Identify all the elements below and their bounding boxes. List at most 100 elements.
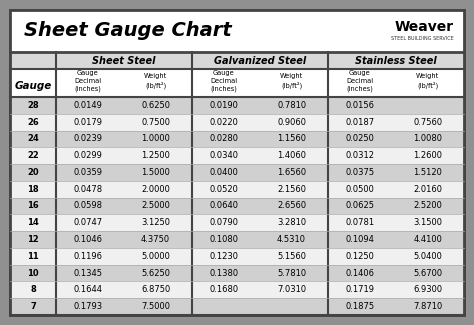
Text: Weight
(lb/ft²): Weight (lb/ft²) xyxy=(416,73,439,89)
Text: 0.0359: 0.0359 xyxy=(73,168,102,177)
Text: 1.0080: 1.0080 xyxy=(413,135,442,143)
Text: 26: 26 xyxy=(27,118,39,127)
Text: 0.1793: 0.1793 xyxy=(73,302,102,311)
Text: 1.2600: 1.2600 xyxy=(413,151,442,160)
Text: 3.1500: 3.1500 xyxy=(413,218,442,227)
Text: 0.7560: 0.7560 xyxy=(413,118,442,127)
Bar xyxy=(10,231,464,248)
Text: 20: 20 xyxy=(27,168,39,177)
Text: Stainless Steel: Stainless Steel xyxy=(355,56,437,66)
Text: 11: 11 xyxy=(27,252,39,261)
Text: 0.1196: 0.1196 xyxy=(73,252,102,261)
Bar xyxy=(328,52,464,69)
Text: 18: 18 xyxy=(27,185,39,194)
Text: Weaver: Weaver xyxy=(395,20,454,34)
Bar xyxy=(10,198,464,214)
Text: 7.8710: 7.8710 xyxy=(413,302,442,311)
Text: 7.0310: 7.0310 xyxy=(277,285,306,294)
Text: 0.1719: 0.1719 xyxy=(345,285,374,294)
Text: 0.6250: 0.6250 xyxy=(141,101,170,110)
Text: 0.0312: 0.0312 xyxy=(345,151,374,160)
Text: 0.0187: 0.0187 xyxy=(345,118,374,127)
Text: 0.0156: 0.0156 xyxy=(345,101,374,110)
Text: 0.1080: 0.1080 xyxy=(209,235,238,244)
Text: STEEL BUILDING SERVICE: STEEL BUILDING SERVICE xyxy=(391,35,454,41)
Bar xyxy=(56,52,192,69)
Text: Gauge
Decimal
(inches): Gauge Decimal (inches) xyxy=(346,70,373,92)
Text: 1.5000: 1.5000 xyxy=(141,168,170,177)
Text: Sheet Steel: Sheet Steel xyxy=(92,56,156,66)
Text: 7: 7 xyxy=(30,302,36,311)
Text: 0.0520: 0.0520 xyxy=(209,185,238,194)
Text: Weight
(lb/ft²): Weight (lb/ft²) xyxy=(280,73,303,89)
Text: 0.0478: 0.0478 xyxy=(73,185,102,194)
Text: 10: 10 xyxy=(27,268,39,278)
Text: 0.0220: 0.0220 xyxy=(209,118,238,127)
Text: 0.9060: 0.9060 xyxy=(277,118,306,127)
Text: 0.0179: 0.0179 xyxy=(73,118,102,127)
Bar xyxy=(10,248,464,265)
Text: Gauge: Gauge xyxy=(14,81,52,91)
Text: 14: 14 xyxy=(27,218,39,227)
Text: 0.1644: 0.1644 xyxy=(73,285,102,294)
Text: 2.0000: 2.0000 xyxy=(141,185,170,194)
Text: 5.6250: 5.6250 xyxy=(141,268,170,278)
Text: 5.7810: 5.7810 xyxy=(277,268,306,278)
Text: 1.1560: 1.1560 xyxy=(277,135,306,143)
Text: 0.0640: 0.0640 xyxy=(209,202,238,211)
Text: 2.1560: 2.1560 xyxy=(277,185,306,194)
Bar xyxy=(10,147,464,164)
Text: 0.0500: 0.0500 xyxy=(345,185,374,194)
Bar xyxy=(10,281,464,298)
Text: 0.1345: 0.1345 xyxy=(73,268,102,278)
Text: Gauge
Decimal
(inches): Gauge Decimal (inches) xyxy=(210,70,237,92)
Bar xyxy=(10,52,56,69)
Bar xyxy=(10,69,464,97)
Text: 8: 8 xyxy=(30,285,36,294)
Text: 0.0781: 0.0781 xyxy=(345,218,374,227)
Text: 12: 12 xyxy=(27,235,39,244)
Text: 4.5310: 4.5310 xyxy=(277,235,306,244)
Text: 16: 16 xyxy=(27,202,39,211)
Bar xyxy=(10,131,464,147)
Text: 0.0400: 0.0400 xyxy=(209,168,238,177)
Text: 3.2810: 3.2810 xyxy=(277,218,306,227)
Text: 1.4060: 1.4060 xyxy=(277,151,306,160)
Text: 0.7500: 0.7500 xyxy=(141,118,170,127)
Text: 0.1046: 0.1046 xyxy=(73,235,102,244)
Text: 0.1094: 0.1094 xyxy=(345,235,374,244)
Bar xyxy=(10,265,464,281)
Text: 0.1406: 0.1406 xyxy=(345,268,374,278)
Bar xyxy=(10,164,464,181)
Text: 0.1380: 0.1380 xyxy=(209,268,238,278)
Text: Sheet Gauge Chart: Sheet Gauge Chart xyxy=(24,20,232,40)
Text: 3.1250: 3.1250 xyxy=(141,218,170,227)
Text: 0.1875: 0.1875 xyxy=(345,302,374,311)
Text: 0.0747: 0.0747 xyxy=(73,218,102,227)
Bar xyxy=(10,10,464,52)
Text: 0.0375: 0.0375 xyxy=(345,168,374,177)
Text: 0.0625: 0.0625 xyxy=(345,202,374,211)
Text: 0.1250: 0.1250 xyxy=(345,252,374,261)
Text: 1.5120: 1.5120 xyxy=(413,168,442,177)
Text: Galvanized Steel: Galvanized Steel xyxy=(214,56,306,66)
Bar xyxy=(10,97,464,114)
Text: 0.0239: 0.0239 xyxy=(73,135,102,143)
Text: 28: 28 xyxy=(27,101,39,110)
Text: 0.7810: 0.7810 xyxy=(277,101,306,110)
Text: 0.0280: 0.0280 xyxy=(209,135,238,143)
Text: 2.5000: 2.5000 xyxy=(141,202,170,211)
Text: 0.0340: 0.0340 xyxy=(209,151,238,160)
Text: 6.9300: 6.9300 xyxy=(413,285,442,294)
Bar xyxy=(10,181,464,198)
Text: 1.2500: 1.2500 xyxy=(141,151,170,160)
Bar xyxy=(10,298,464,315)
Text: 5.0400: 5.0400 xyxy=(413,252,442,261)
Text: 6.8750: 6.8750 xyxy=(141,285,170,294)
Bar xyxy=(10,114,464,131)
Text: 0.0190: 0.0190 xyxy=(209,101,238,110)
Text: 1.0000: 1.0000 xyxy=(141,135,170,143)
Text: 2.5200: 2.5200 xyxy=(413,202,442,211)
Bar xyxy=(10,214,464,231)
Text: 0.0149: 0.0149 xyxy=(73,101,102,110)
